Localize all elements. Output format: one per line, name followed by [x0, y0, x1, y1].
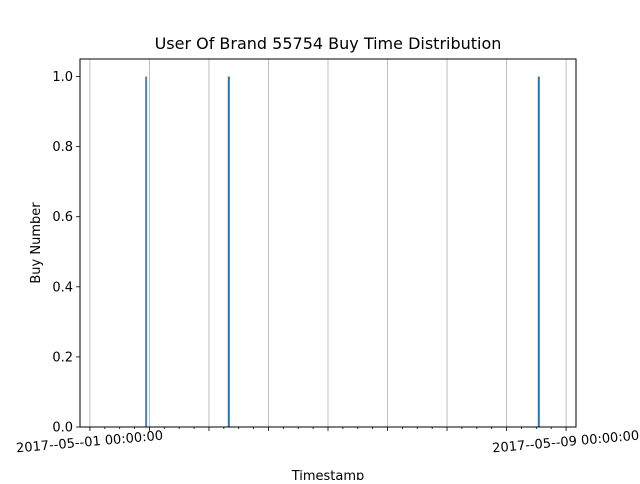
y-tick-label: 0.6: [52, 210, 73, 225]
y-ticks: 0.0 0.2 0.4 0.6 0.8 1.0: [52, 70, 80, 436]
chart-title: User Of Brand 55754 Buy Time Distributio…: [155, 34, 502, 53]
bars-group: [145, 76, 540, 428]
bar: [537, 76, 540, 428]
y-tick-label: 0.4: [52, 280, 73, 295]
y-tick-label: 0.2: [52, 350, 73, 365]
y-tick-label: 0.0: [52, 421, 73, 436]
x-axis-label: Timestamp: [291, 469, 365, 480]
y-tick-label: 1.0: [52, 70, 73, 85]
plot-frame: [79, 58, 577, 428]
y-axis-label: Buy Number: [29, 202, 44, 284]
y-tick-label: 0.8: [52, 140, 73, 155]
x-gridlines: [89, 59, 567, 427]
bar: [227, 76, 230, 428]
bar: [145, 76, 148, 428]
